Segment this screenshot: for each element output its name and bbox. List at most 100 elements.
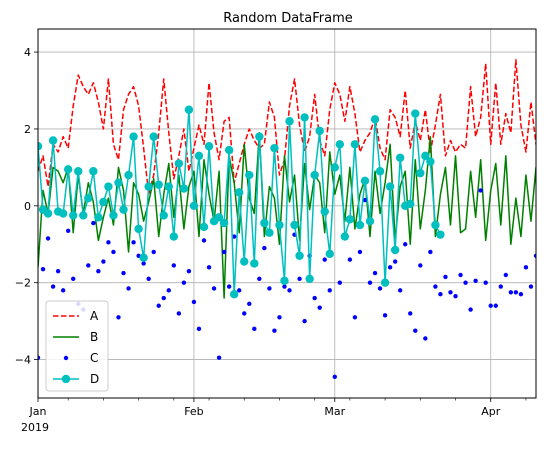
series-C-point xyxy=(433,284,438,289)
series-D-marker xyxy=(295,251,304,260)
x-tick-label: Apr xyxy=(481,405,501,418)
series-C-point xyxy=(272,328,277,333)
series-D xyxy=(38,105,445,299)
series-C-point xyxy=(372,270,378,276)
series-C-point xyxy=(498,284,503,289)
y-tick-label: −4 xyxy=(15,354,31,367)
series-D-marker xyxy=(340,232,350,241)
series-C-point xyxy=(397,288,403,293)
series-C-point xyxy=(201,238,207,243)
series-C-point xyxy=(186,268,192,274)
series-C-point xyxy=(347,257,353,262)
series-C-point xyxy=(277,315,282,320)
series-D-marker xyxy=(74,167,83,176)
series-D-marker xyxy=(395,153,405,162)
series-C-point xyxy=(508,290,514,295)
y-tick-label: −2 xyxy=(15,277,31,290)
series-C-point xyxy=(221,249,227,255)
series-C-point xyxy=(528,284,534,289)
series-D-marker xyxy=(134,224,143,234)
y-tick-label: 0 xyxy=(24,200,31,213)
series-C-point xyxy=(86,263,91,268)
series-C-point xyxy=(106,240,111,245)
series-D-marker xyxy=(355,220,365,230)
series-D-marker xyxy=(144,182,153,191)
series-D-marker xyxy=(280,276,289,285)
series-C-point xyxy=(327,288,332,293)
series-layer xyxy=(38,59,536,380)
series-C-point xyxy=(161,295,166,301)
series-D-marker xyxy=(255,132,264,141)
y-axis: −4 −2 0 2 4 xyxy=(15,46,38,367)
legend-box xyxy=(45,300,109,392)
series-D-marker xyxy=(300,113,309,122)
series-D-marker xyxy=(194,151,204,161)
series-C-point xyxy=(146,276,151,282)
x-tick-label: Feb xyxy=(184,405,203,418)
legend-swatch-C xyxy=(63,355,69,361)
series-C-point xyxy=(377,286,383,291)
series-D-marker xyxy=(360,176,370,186)
series-C-point xyxy=(111,249,116,255)
series-D-marker xyxy=(335,140,345,149)
series-D-marker xyxy=(260,218,269,228)
series-C-point xyxy=(428,249,433,255)
series-C-point xyxy=(518,292,524,297)
series-C-point xyxy=(267,286,272,291)
series-C-point xyxy=(448,290,453,295)
series-D-marker xyxy=(84,193,93,203)
series-C-point xyxy=(322,257,327,262)
series-D-marker xyxy=(235,188,244,197)
series-C-point xyxy=(191,299,197,305)
series-D-marker xyxy=(214,213,224,222)
series-D-marker xyxy=(114,178,123,187)
x-tick-sublabel: 2019 xyxy=(21,421,49,434)
series-C-point xyxy=(171,263,177,268)
series-C-point xyxy=(151,249,156,255)
series-C-point xyxy=(40,267,46,272)
series-C-point xyxy=(38,355,41,360)
series-C-point xyxy=(337,280,343,285)
series-C-point xyxy=(413,328,418,333)
series-C-point xyxy=(242,311,247,316)
series-C-point xyxy=(488,303,493,308)
series-D-marker xyxy=(63,165,73,174)
series-D-marker xyxy=(159,211,168,220)
series-D-marker xyxy=(406,199,415,209)
series-C-point xyxy=(252,326,257,332)
series-C-point xyxy=(453,293,458,299)
series-D-marker xyxy=(224,145,234,155)
series-D-marker xyxy=(58,209,68,218)
series-C-point xyxy=(166,288,171,293)
series-D-marker xyxy=(189,201,199,211)
series-D-marker xyxy=(325,249,334,259)
series-C-point xyxy=(262,245,267,251)
series-C-point xyxy=(181,280,187,285)
series-D-marker xyxy=(240,257,249,266)
series-C-point xyxy=(357,249,363,255)
series-C-point xyxy=(231,234,237,239)
series-D-marker xyxy=(109,211,118,220)
x-axis: Jan 2019 Feb Mar Apr xyxy=(21,398,527,434)
y-tick-label: 4 xyxy=(24,46,31,59)
series-C-point xyxy=(473,278,478,283)
series-D-marker xyxy=(385,182,395,191)
series-C-point xyxy=(352,315,358,320)
series-D-marker xyxy=(154,180,163,189)
series-C-point xyxy=(438,292,443,297)
series-D-marker xyxy=(265,228,274,237)
series-D-marker xyxy=(421,151,430,161)
series-D-marker xyxy=(229,290,239,299)
series-A xyxy=(38,59,536,196)
series-C-point xyxy=(131,240,136,245)
series-C-point xyxy=(387,265,393,270)
series-C-point xyxy=(50,284,56,289)
series-D-marker xyxy=(219,218,229,228)
series-C-point xyxy=(141,261,146,266)
series-C-point xyxy=(55,268,61,274)
series-C-point xyxy=(116,315,121,320)
series-C-point xyxy=(332,374,337,380)
x-tick-label: Mar xyxy=(324,405,345,418)
series-C-point xyxy=(247,301,252,307)
